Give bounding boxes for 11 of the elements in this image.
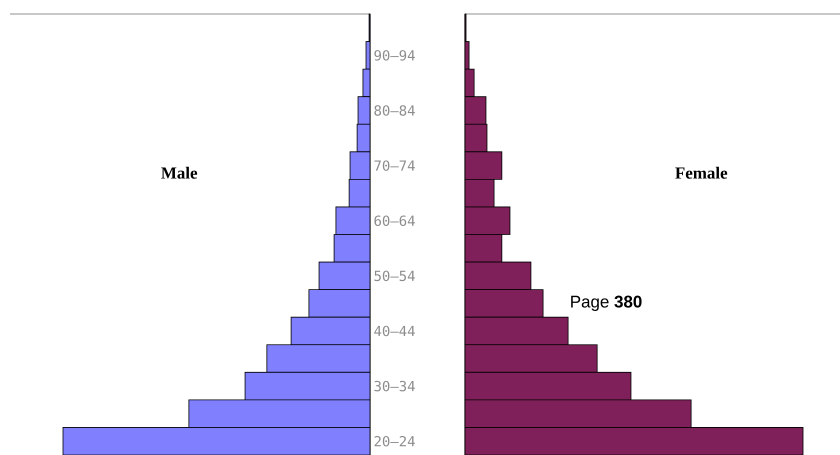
y-tick-label: 20–24 <box>374 436 415 447</box>
annotation: Page 380 <box>571 296 642 311</box>
y-tick-label: 70–74 <box>374 160 415 171</box>
text: Female <box>675 166 728 179</box>
y-tick-label: 60–64 <box>374 215 415 226</box>
y-tick-label: 80–84 <box>374 105 415 116</box>
y-tick-label: 50–54 <box>374 270 415 282</box>
y-tick-label: 40–44 <box>374 326 415 336</box>
y-tick-label: 90–94 <box>374 50 415 61</box>
text: Male <box>161 166 198 179</box>
y-tick-label: 30–34 <box>374 380 415 392</box>
